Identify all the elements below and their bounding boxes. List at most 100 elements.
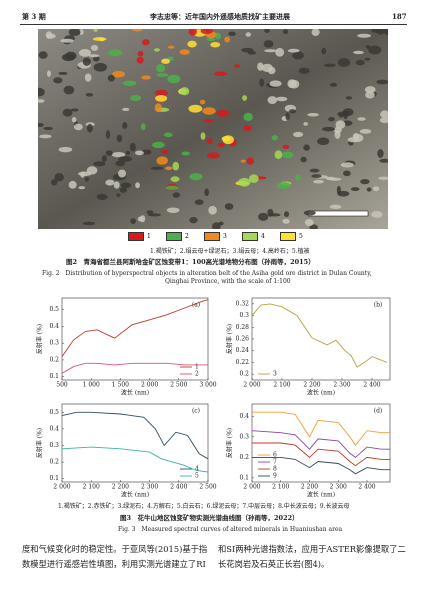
photo-patch bbox=[137, 51, 144, 57]
photo-patch bbox=[164, 166, 173, 171]
photo-patch bbox=[241, 47, 254, 53]
photo-patch bbox=[135, 182, 140, 189]
photo-patch bbox=[107, 74, 115, 82]
legend-label: 6 bbox=[273, 452, 277, 459]
photo-patch bbox=[68, 29, 81, 36]
photo-patch bbox=[309, 168, 320, 173]
legend-label: 2 bbox=[185, 233, 189, 240]
photo-patch bbox=[328, 116, 335, 122]
photo-patch bbox=[206, 152, 220, 159]
figure2-caption-en: Qinghai Province, with the scale of 1:10… bbox=[165, 278, 291, 285]
photo-patch bbox=[218, 221, 224, 226]
photo-patch bbox=[248, 174, 259, 183]
y-tick-label: 0.26 bbox=[236, 336, 250, 343]
photo-patch bbox=[156, 156, 168, 165]
photo-patch bbox=[101, 155, 107, 163]
photo-patch bbox=[269, 213, 281, 217]
photo-patch bbox=[210, 41, 221, 48]
spectrum-line bbox=[251, 430, 390, 458]
photo-patch bbox=[245, 32, 251, 37]
y-tick-label: 0.2 bbox=[239, 371, 249, 378]
photo-patch bbox=[38, 87, 45, 97]
photo-patch bbox=[335, 120, 346, 129]
x-tick-label: 2 400 bbox=[363, 382, 380, 389]
photo-patch bbox=[46, 33, 56, 39]
x-tick-label: 2 300 bbox=[141, 484, 158, 491]
photo-patch bbox=[285, 112, 290, 121]
photo-patch bbox=[243, 124, 252, 131]
photo-patch bbox=[155, 63, 166, 73]
photo-patch bbox=[88, 54, 100, 58]
photo-patch bbox=[154, 48, 160, 52]
y-tick-label: 0.4 bbox=[49, 323, 59, 330]
y-tick-label: 0.5 bbox=[49, 409, 59, 416]
photo-patch bbox=[267, 96, 278, 104]
photo-patch bbox=[39, 134, 52, 139]
photo-patch bbox=[141, 39, 150, 46]
photo-patch bbox=[188, 104, 203, 113]
photo-patch bbox=[379, 117, 388, 124]
x-tick-label: 2 000 bbox=[141, 382, 158, 389]
photo-patch bbox=[181, 151, 190, 156]
legend-label: 1 bbox=[195, 364, 199, 371]
legend-label: 5 bbox=[299, 233, 303, 240]
photo-patch bbox=[161, 58, 171, 64]
photo-patch bbox=[324, 63, 336, 67]
y-tick-label: 0.2 bbox=[49, 459, 59, 466]
running-title: 李志忠等：近年国内外遥感地质找矿主要进展 bbox=[150, 12, 290, 21]
photo-patch bbox=[58, 71, 68, 75]
photo-patch bbox=[228, 31, 236, 36]
x-tick-label: 2 000 bbox=[243, 382, 260, 389]
photo-patch bbox=[194, 199, 204, 205]
x-tick-label: 1 000 bbox=[83, 382, 100, 389]
photo-patch bbox=[257, 62, 264, 71]
photo-patch bbox=[120, 182, 132, 189]
photo-patch bbox=[340, 162, 354, 168]
y-tick-label: 0.32 bbox=[236, 300, 250, 307]
figure2-caption-en: Fig. 2 Distribution of hyperspectral obj… bbox=[42, 270, 372, 277]
photo-patch bbox=[78, 171, 92, 177]
photo-patch bbox=[73, 123, 83, 131]
y-tick-label: 0.22 bbox=[236, 359, 250, 366]
photo-patch bbox=[70, 108, 79, 112]
photo-patch bbox=[86, 123, 93, 133]
photo-patch bbox=[146, 210, 154, 215]
photo-patch bbox=[105, 130, 111, 139]
legend-label: 9 bbox=[273, 473, 277, 480]
y-tick-label: 0.24 bbox=[236, 347, 250, 354]
panel-label: (d) bbox=[374, 408, 383, 415]
photo-patch bbox=[377, 149, 384, 158]
y-tick-label: 0.2 bbox=[49, 356, 59, 363]
photo-patch bbox=[242, 95, 248, 101]
photo-patch bbox=[116, 193, 121, 197]
photo-patch bbox=[54, 173, 64, 182]
photo-patch bbox=[96, 193, 108, 201]
legend-swatch bbox=[280, 232, 296, 241]
photo-patch bbox=[222, 135, 234, 145]
y-tick-label: 0.28 bbox=[236, 324, 250, 331]
figure3-caption-cn: 图3 花牛山地区蚀变矿物实测光谱曲线图（孙雨等，2022） bbox=[120, 514, 299, 522]
photo-patch bbox=[368, 45, 382, 55]
y-tick-label: 0.2 bbox=[239, 454, 249, 461]
legend-item: 1 bbox=[128, 232, 151, 241]
photo-patch bbox=[129, 95, 142, 101]
photo-patch bbox=[350, 187, 360, 192]
photo-patch bbox=[282, 144, 290, 149]
legend-label: 4 bbox=[261, 233, 265, 240]
legend-label: 2 bbox=[195, 371, 199, 378]
header-rule bbox=[20, 24, 407, 25]
photo-patch bbox=[303, 122, 309, 126]
photo-patch bbox=[274, 150, 283, 160]
photo-patch bbox=[238, 177, 251, 187]
legend-label: 8 bbox=[273, 466, 277, 473]
photo-patch bbox=[206, 37, 216, 42]
photo-patch bbox=[295, 174, 301, 181]
photo-patch bbox=[165, 185, 179, 190]
photo-patch bbox=[123, 80, 137, 87]
body-left: 度和气候变化时的稳定性。于亚凤等(2015)基于指数模型进行遥感岩性填图，利用实… bbox=[22, 544, 208, 569]
photo-patch bbox=[208, 205, 217, 215]
photo-patch bbox=[141, 149, 152, 155]
photo-patch bbox=[78, 48, 92, 57]
photo-patch bbox=[200, 132, 206, 140]
legend-label: 3 bbox=[223, 233, 227, 240]
